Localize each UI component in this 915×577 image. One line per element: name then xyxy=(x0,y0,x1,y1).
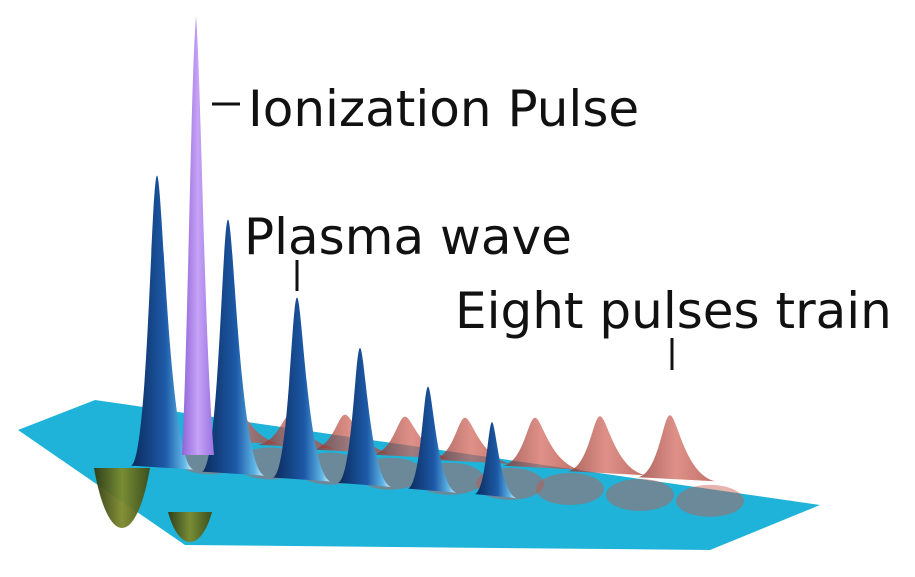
plasma-wave-peak xyxy=(338,347,391,487)
train-pulse xyxy=(503,417,580,470)
train-pulse xyxy=(433,417,510,464)
wave-troughs xyxy=(94,468,212,542)
ionization-pulse-peak xyxy=(182,16,214,455)
pulse-train-label: Eight pulses train xyxy=(455,282,892,340)
plane-shadow xyxy=(536,473,604,505)
plasma-wave-peak xyxy=(273,297,331,482)
wave-trough xyxy=(94,468,150,528)
plasma-wave-label: Plasma wave xyxy=(244,208,572,266)
plasma-wave-peak xyxy=(408,386,456,493)
plasma-wave-peak xyxy=(202,219,265,476)
train-pulse xyxy=(373,416,450,459)
plane-shadow xyxy=(606,478,674,511)
plasma-wave-peak xyxy=(131,175,194,470)
plane-shadow xyxy=(676,484,744,517)
wave-trough xyxy=(168,512,212,542)
train-pulse xyxy=(638,415,715,482)
ionization-pulse-label: Ionization Pulse xyxy=(248,80,639,138)
plasma-wave-peak xyxy=(475,422,516,499)
peaks-group xyxy=(131,16,715,499)
train-pulse xyxy=(568,416,645,476)
